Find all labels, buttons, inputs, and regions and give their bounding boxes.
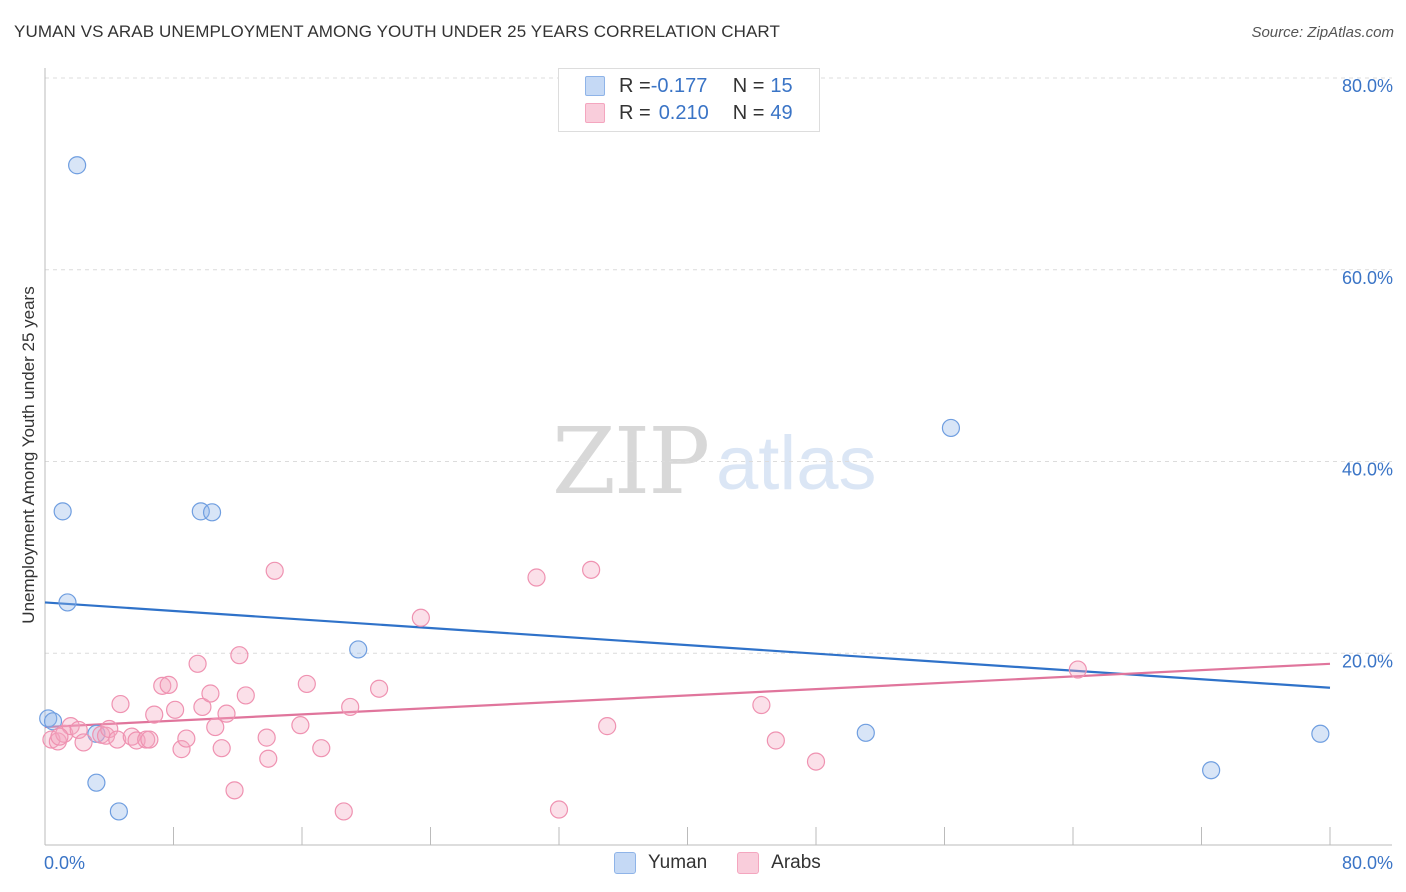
data-point-arabs xyxy=(145,705,164,724)
legend-swatch-yuman xyxy=(614,852,636,874)
data-point-arabs xyxy=(527,568,546,587)
data-point-arabs xyxy=(752,695,771,715)
watermark-atlas: atlas xyxy=(716,421,877,506)
legend-r-value: -0.177 xyxy=(650,74,708,97)
data-point-yuman xyxy=(202,503,222,522)
data-point-arabs xyxy=(297,674,316,694)
legend-swatch-arabs xyxy=(737,852,760,874)
y-axis-label: Unemployment Among Youth under 25 years xyxy=(19,286,38,624)
trend-line-yuman xyxy=(44,601,1331,689)
data-point-arabs xyxy=(598,717,617,736)
y-tick-label: 20.0% xyxy=(1342,651,1393,671)
data-point-arabs xyxy=(201,684,220,703)
data-point-arabs xyxy=(193,697,212,717)
data-point-yuman xyxy=(58,593,77,612)
series-legend: Yuman Arabs xyxy=(614,852,851,874)
data-point-arabs xyxy=(265,561,284,580)
data-point-arabs xyxy=(291,716,310,735)
data-point-yuman xyxy=(1202,761,1221,780)
data-point-arabs xyxy=(236,686,255,705)
legend-n-label: N = xyxy=(732,101,765,124)
data-point-arabs xyxy=(140,730,159,749)
legend-label-yuman: Yuman xyxy=(648,852,708,873)
data-point-yuman xyxy=(87,773,106,792)
y-tick-label: 40.0% xyxy=(1342,460,1393,480)
data-point-arabs xyxy=(582,560,601,579)
y-tick-label: 60.0% xyxy=(1342,268,1393,288)
grid-lines xyxy=(45,77,1392,654)
data-point-arabs xyxy=(188,654,207,673)
data-point-arabs xyxy=(159,675,178,694)
data-point-arabs xyxy=(50,727,69,746)
data-point-arabs xyxy=(206,717,225,737)
legend-n-value: 15 xyxy=(770,74,793,97)
legend-row-arabs: R = 0.210 N = 49 xyxy=(585,101,793,125)
data-point-yuman xyxy=(39,709,58,728)
data-point-arabs xyxy=(172,740,191,759)
data-point-arabs xyxy=(127,731,146,750)
data-point-yuman xyxy=(53,502,72,521)
x-tick-label: 80.0% xyxy=(1342,853,1393,873)
data-point-yuman xyxy=(856,723,875,742)
legend-row-yuman: R = -0.177 N = 15 xyxy=(585,74,793,98)
data-point-arabs xyxy=(259,749,278,768)
legend-swatch-arabs xyxy=(585,103,605,123)
data-point-arabs xyxy=(806,752,826,771)
legend-r-label: R = xyxy=(619,74,651,97)
legend-r-value: 0.210 xyxy=(658,101,709,124)
data-point-arabs xyxy=(212,739,231,758)
data-point-yuman xyxy=(43,712,63,731)
trend-lines xyxy=(44,601,1331,729)
data-point-arabs xyxy=(312,739,331,758)
chart-title: YUMAN VS ARAB UNEMPLOYMENT AMONG YOUTH U… xyxy=(14,22,780,41)
data-point-arabs xyxy=(257,728,276,747)
tick-labels: 20.0% 40.0% 60.0% 80.0% 0.0% 80.0% xyxy=(44,76,1393,873)
legend-r-label: R = xyxy=(619,101,651,124)
data-point-arabs xyxy=(549,800,569,819)
data-point-yuman xyxy=(109,802,128,821)
data-point-arabs xyxy=(225,781,244,800)
data-point-yuman xyxy=(941,418,961,438)
legend-n-value: 49 xyxy=(770,101,793,124)
data-point-yuman xyxy=(68,156,87,175)
x-tick-label: 0.0% xyxy=(44,853,85,873)
legend-item-arabs[interactable]: Arabs xyxy=(737,852,821,874)
data-point-arabs xyxy=(108,730,127,749)
trend-line-arabs xyxy=(44,662,1331,729)
data-point-arabs xyxy=(370,679,389,698)
data-point-arabs xyxy=(1068,660,1087,679)
data-point-arabs xyxy=(177,729,196,748)
data-point-arabs xyxy=(74,733,93,752)
data-point-yuman xyxy=(1311,724,1330,743)
data-point-arabs xyxy=(111,694,130,714)
data-point-yuman xyxy=(349,640,368,659)
data-point-arabs xyxy=(766,731,785,750)
y-tick-label: 80.0% xyxy=(1342,76,1393,96)
legend-item-yuman[interactable]: Yuman xyxy=(614,852,707,874)
data-point-arabs xyxy=(166,700,185,719)
axes xyxy=(44,68,1392,846)
data-point-arabs xyxy=(153,676,172,695)
data-point-arabs xyxy=(341,697,360,717)
data-points xyxy=(39,156,1330,821)
data-point-arabs xyxy=(217,704,236,723)
correlation-legend: R = -0.177 N = 15 R = 0.210 N = 49 xyxy=(558,68,820,132)
source-label: Source: ZipAtlas.com xyxy=(1251,24,1394,41)
data-point-arabs xyxy=(334,802,353,821)
legend-n-label: N = xyxy=(732,74,765,97)
y-axis-label-container: Unemployment Among Youth under 25 years xyxy=(16,260,42,650)
legend-swatch-yuman xyxy=(585,76,605,96)
data-point-arabs xyxy=(411,608,430,627)
data-point-arabs xyxy=(230,646,249,665)
legend-label-arabs: Arabs xyxy=(771,852,821,873)
